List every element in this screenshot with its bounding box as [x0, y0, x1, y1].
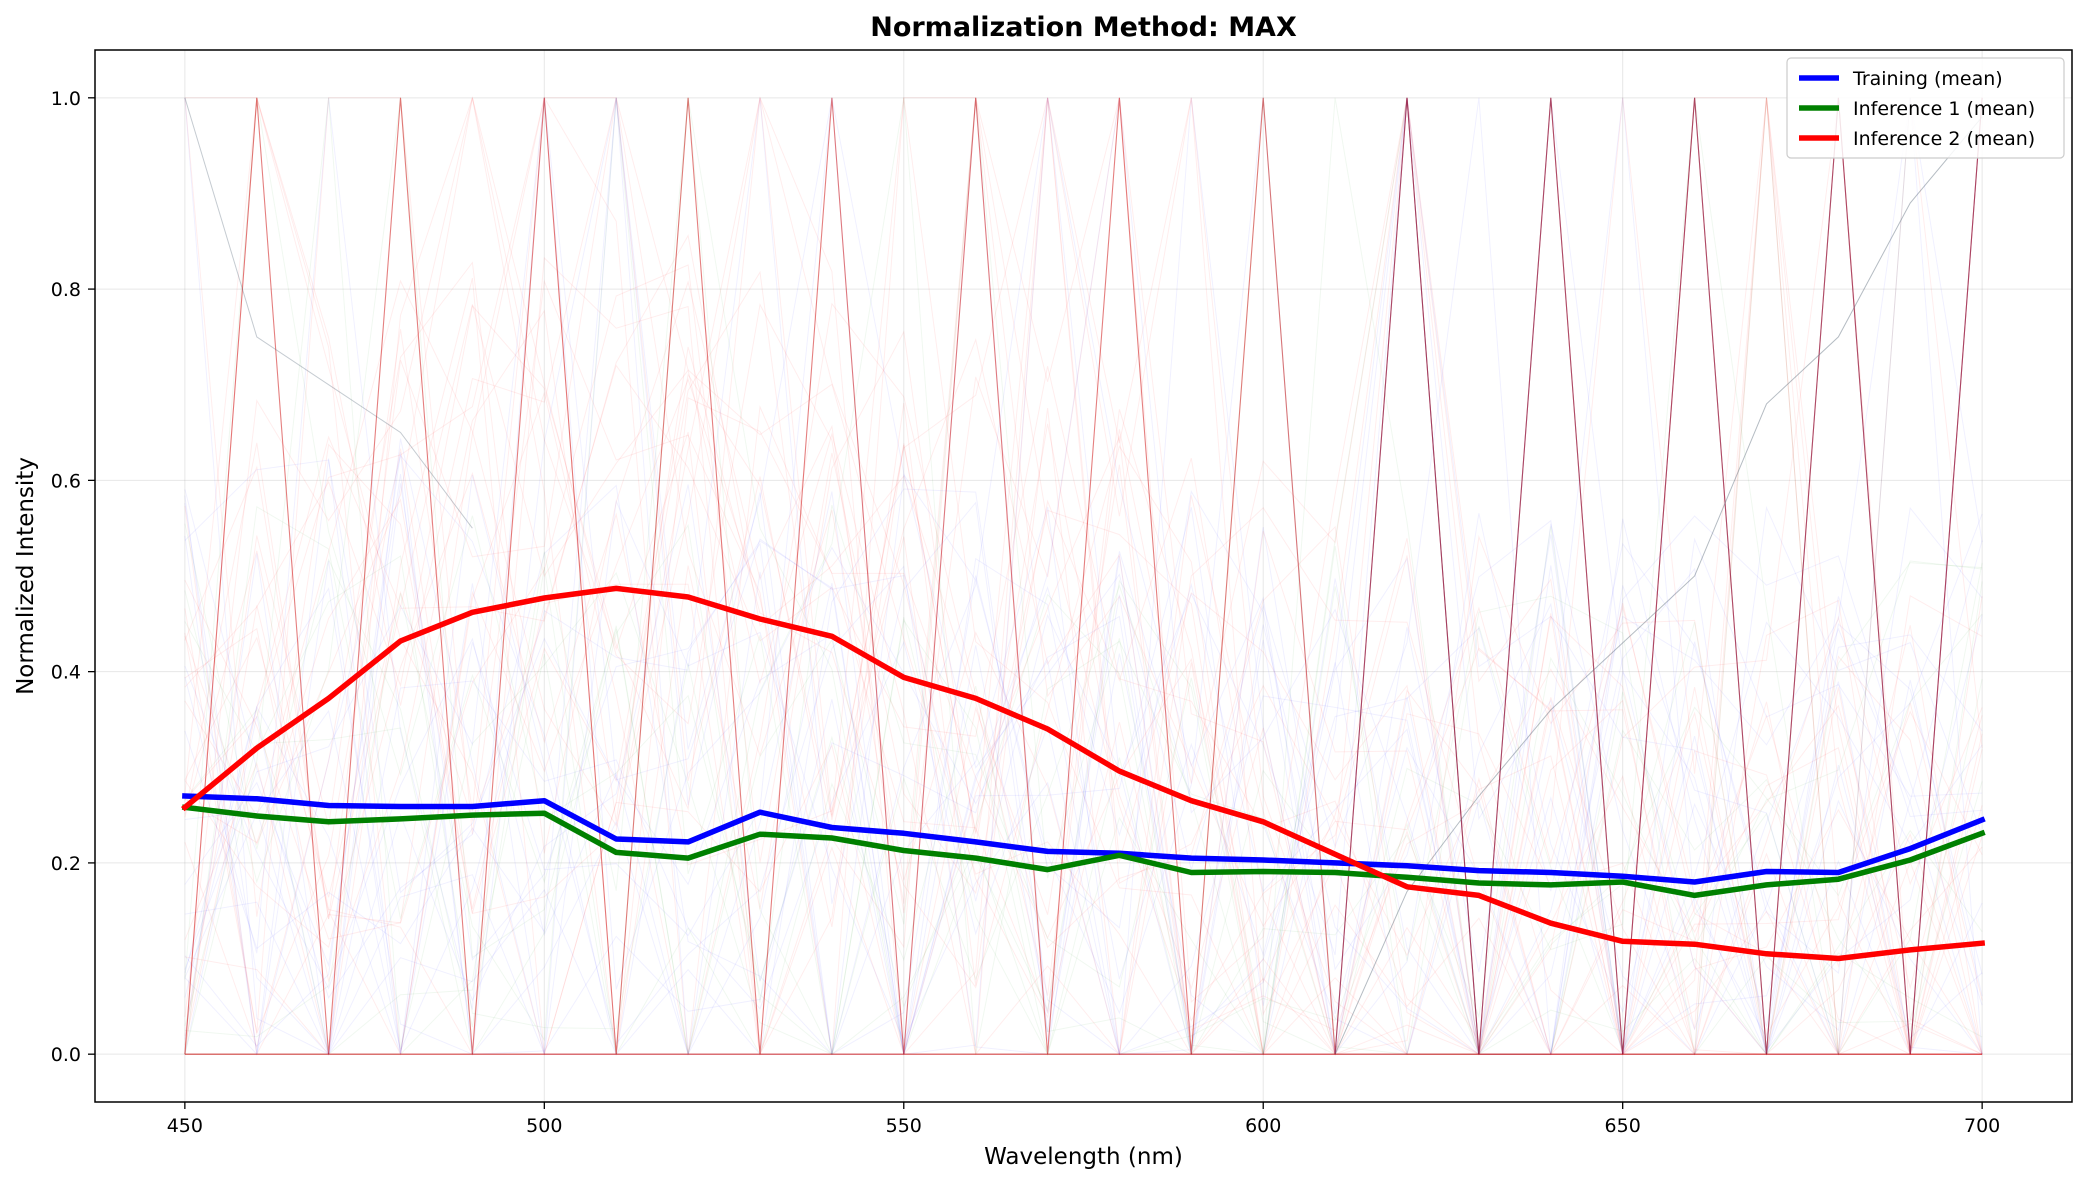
x-tick-label: 700 [1964, 1115, 2000, 1137]
individual-spectrum-trace [184, 97, 1983, 1056]
individual-spectrum-trace [184, 97, 1983, 1056]
individual-spectrum-trace [184, 97, 1983, 1055]
x-tick-label: 450 [167, 1115, 203, 1137]
individual-spectra-traces [184, 96, 1983, 1057]
individual-spectrum-trace [184, 97, 1983, 1055]
series-line-2 [181, 804, 1986, 899]
individual-spectrum-trace [184, 96, 1983, 1056]
individual-spectrum-trace [184, 97, 1983, 1057]
individual-spectrum-trace [184, 97, 1983, 1057]
individual-spectrum-trace [184, 454, 1983, 1056]
individual-spectrum-trace [184, 97, 1983, 1056]
individual-spectrum-trace [184, 97, 1983, 1057]
zigzag-trace-red [184, 97, 1983, 1055]
individual-spectrum-trace [184, 97, 1983, 1055]
y-tick-label: 0.6 [51, 470, 81, 492]
individual-spectrum-trace [184, 97, 1983, 1056]
axis-ticks: 450 500 550 600 650 700 0.0 0.2 0.4 0.6 0.8 1.0 [51, 88, 2000, 1137]
individual-spectrum-trace [184, 97, 1983, 1055]
zigzag-trace-purple [1334, 97, 1983, 1055]
decline-trace-gray [184, 97, 473, 529]
plot-frame [94, 49, 2073, 1103]
individual-spectrum-trace [184, 537, 1983, 1055]
individual-spectrum-trace [184, 97, 1983, 1056]
individual-spectrum-trace [184, 378, 1983, 1056]
individual-spectrum-trace [184, 97, 1983, 1055]
individual-spectrum-trace [184, 97, 1983, 1056]
y-tick-label: 0.2 [51, 853, 81, 875]
individual-spectrum-trace [184, 96, 1983, 1055]
individual-spectrum-trace [184, 97, 1983, 1056]
individual-spectrum-trace [184, 97, 1983, 1055]
x-tick-label: 550 [886, 1115, 922, 1137]
mean-series-lines [181, 585, 1986, 962]
legend-box [1786, 57, 2065, 159]
y-tick-label: 0.8 [51, 279, 81, 301]
individual-spectrum-trace [184, 97, 1983, 1056]
y-axis-label: Normalized Intensity [13, 457, 39, 695]
individual-spectrum-trace [184, 364, 1983, 1056]
individual-spectrum-trace [184, 97, 1983, 1056]
individual-spectrum-trace [184, 97, 1983, 1056]
individual-spectrum-trace [184, 97, 1983, 1056]
individual-spectrum-trace [184, 338, 1983, 1056]
individual-spectrum-trace [184, 97, 1983, 1056]
individual-spectrum-trace [184, 97, 1983, 1056]
legend: Training (mean) Inference 1 (mean) Inferen… [1786, 57, 2065, 159]
individual-spectrum-trace [184, 97, 1983, 1056]
individual-spectrum-trace [184, 97, 1983, 1056]
y-tick-label: 1.0 [51, 88, 81, 110]
individual-spectrum-trace [184, 97, 1983, 1056]
legend-label-3: Inference 2 (mean) [1853, 128, 2035, 150]
individual-spectrum-trace [184, 97, 1983, 1057]
individual-spectrum-trace [184, 96, 1983, 1056]
individual-spectrum-trace [184, 97, 1983, 1055]
x-tick-label: 650 [1605, 1115, 1641, 1137]
x-tick-label: 600 [1245, 1115, 1281, 1137]
individual-spectrum-trace [184, 438, 1983, 1056]
individual-spectrum-trace [184, 97, 1983, 1055]
x-axis-label: Wavelength (nm) [984, 1144, 1183, 1170]
series-line-3 [181, 585, 1986, 962]
individual-spectrum-trace [184, 97, 1983, 1056]
x-tick-label: 500 [526, 1115, 562, 1137]
y-tick-label: 0.4 [51, 662, 81, 684]
series-line-1 [182, 793, 1986, 885]
individual-spectrum-trace [184, 97, 1983, 1056]
y-tick-label: 0.0 [51, 1044, 81, 1066]
individual-spectrum-trace [184, 97, 1983, 1057]
rising-trace-gray [1334, 116, 1983, 1055]
individual-spectrum-trace [184, 97, 1983, 1056]
legend-label-1: Training (mean) [1852, 68, 2003, 90]
legend-label-2: Inference 1 (mean) [1853, 98, 2035, 120]
individual-spectrum-trace [184, 97, 1983, 1056]
individual-spectrum-trace [184, 97, 1983, 1055]
individual-spectrum-trace [184, 97, 1983, 1056]
individual-spectrum-trace [184, 474, 1983, 1056]
chart-title: Normalization Method: MAX [870, 12, 1297, 43]
individual-spectrum-trace [184, 97, 1983, 1055]
